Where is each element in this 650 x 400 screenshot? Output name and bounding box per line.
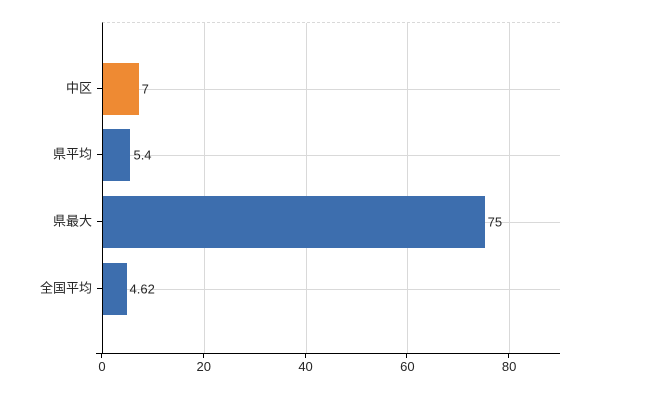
x-axis-tick — [202, 353, 204, 358]
y-axis-tick — [97, 87, 102, 89]
x-tick-label: 40 — [298, 359, 313, 374]
category-label: 県最大 — [52, 213, 92, 229]
x-tick-label: 60 — [400, 359, 415, 374]
plot-area: 7 5.4 75 4.62 — [102, 22, 560, 353]
category-label: 全国平均 — [39, 280, 92, 296]
bar — [103, 62, 139, 115]
bar — [103, 262, 127, 315]
vertical-gridline — [203, 23, 205, 353]
x-axis-tick — [406, 353, 408, 358]
horizontal-gridline — [103, 155, 560, 157]
y-axis-tick — [97, 287, 102, 289]
bar — [103, 195, 485, 248]
bar-value-label: 75 — [487, 214, 503, 230]
x-axis-line — [96, 353, 560, 354]
x-axis-tick — [101, 353, 102, 358]
horizontal-gridline — [103, 288, 560, 290]
vertical-gridline — [305, 23, 307, 353]
category-label: 中区 — [65, 80, 92, 95]
bar-value-label: 7 — [141, 81, 149, 96]
x-tick-label: 80 — [501, 359, 517, 374]
x-tick-label: 0 — [98, 359, 106, 374]
bar-value-label: 5.4 — [133, 147, 152, 163]
y-axis-tick — [97, 154, 102, 156]
x-axis-tick — [508, 353, 510, 358]
horizontal-gridline — [103, 88, 560, 90]
x-axis-tick — [304, 353, 306, 358]
bar-value-label: 4.62 — [129, 281, 155, 297]
category-label: 県平均 — [52, 146, 92, 162]
vertical-gridline — [407, 23, 409, 353]
y-axis-tick — [97, 220, 102, 222]
x-tick-label: 20 — [196, 359, 211, 374]
bar — [103, 129, 131, 182]
vertical-gridline — [509, 23, 511, 353]
